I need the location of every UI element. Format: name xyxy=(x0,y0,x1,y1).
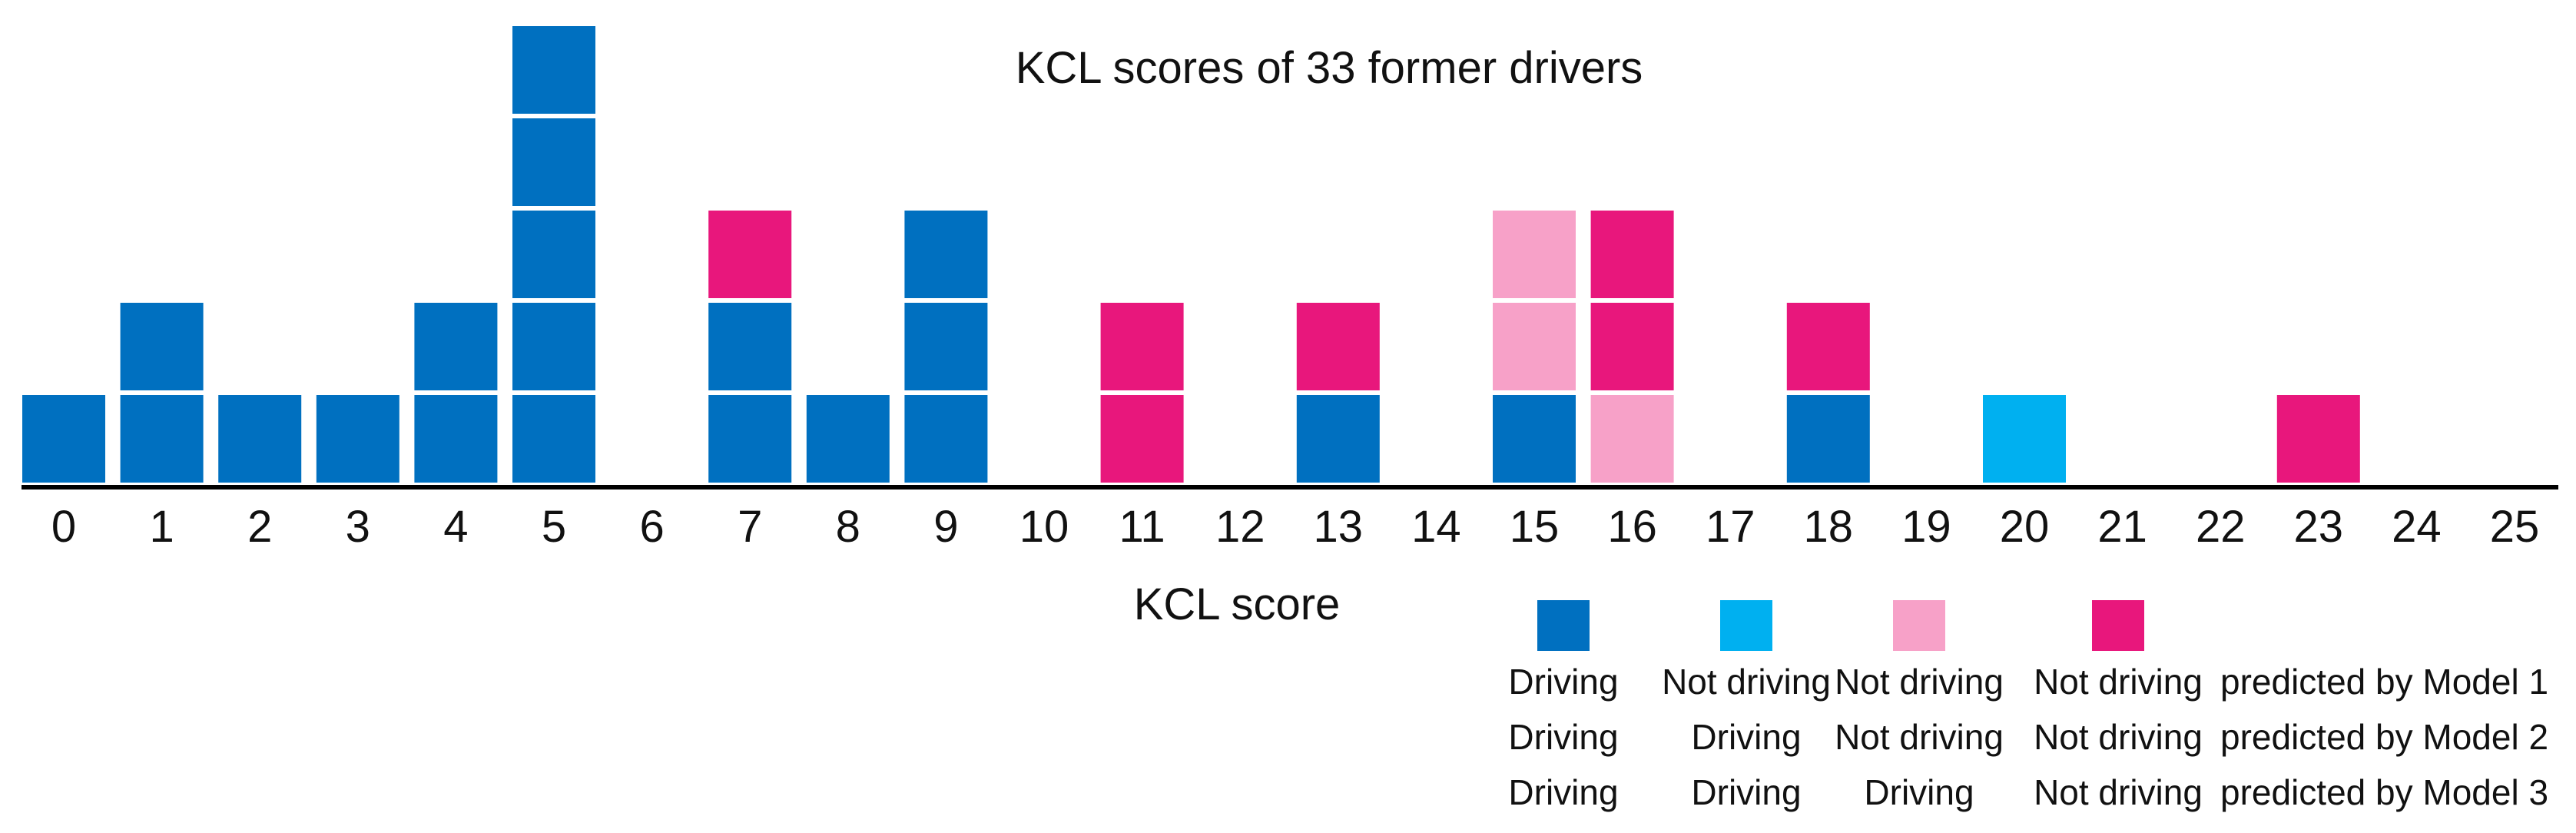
x-tick-label-19: 19 xyxy=(1901,502,1951,552)
stack-square-score-13-level-2 xyxy=(1296,303,1380,390)
stack-square-score-2-level-1 xyxy=(218,395,302,483)
legend-label-notdriving_m1-model-2: Driving xyxy=(1691,717,1801,757)
x-tick-label-4: 4 xyxy=(443,502,468,552)
stack-square-score-18-level-1 xyxy=(1786,395,1870,483)
x-tick-label-21: 21 xyxy=(2097,502,2147,552)
legend-label-notdriving_all-model-2: Not driving xyxy=(2034,717,2203,757)
x-tick-label-11: 11 xyxy=(1119,502,1165,552)
stack-square-score-7-level-1 xyxy=(708,395,792,483)
stack-square-score-1-level-2 xyxy=(120,303,204,390)
stack-square-score-7-level-2 xyxy=(708,303,792,390)
chart-title: KCL scores of 33 former drivers xyxy=(1016,43,1643,93)
x-tick-label-20: 20 xyxy=(2000,502,2050,552)
legend-swatch-driving_all xyxy=(1537,600,1590,651)
stack-square-score-23-level-1 xyxy=(2276,395,2360,483)
x-tick-labels: 0 1 2 3 4 5 6 7 8 9 10 11 12 13 14 15 16 17 18 19 20 21 22 23 24… xyxy=(51,502,2539,552)
stack-square-score-5-level-4 xyxy=(512,118,595,206)
x-tick-label-17: 17 xyxy=(1706,502,1755,552)
x-tick-label-5: 5 xyxy=(542,502,566,552)
legend-swatch-notdriving_m1 xyxy=(1720,600,1772,651)
x-tick-label-7: 7 xyxy=(738,502,762,552)
stack-square-score-5-level-1 xyxy=(512,395,595,483)
stack-square-score-15-level-3 xyxy=(1493,211,1576,298)
stack-square-score-9-level-1 xyxy=(904,395,988,483)
stack-square-score-16-level-1 xyxy=(1590,395,1674,483)
stack-square-score-20-level-1 xyxy=(1983,395,2066,483)
x-tick-label-18: 18 xyxy=(1804,502,1854,552)
legend-label-notdriving_m1-model-1: Not driving xyxy=(1662,662,1831,702)
stack-square-score-18-level-2 xyxy=(1786,303,1870,390)
legend-label-notdriving_m1m2-model-3: Driving xyxy=(1864,772,1974,812)
x-axis-label: KCL score xyxy=(1134,579,1341,629)
stack-square-score-7-level-3 xyxy=(708,211,792,298)
x-tick-label-0: 0 xyxy=(51,502,76,552)
stack-square-score-8-level-1 xyxy=(806,395,890,483)
x-tick-label-9: 9 xyxy=(933,502,958,552)
stack-square-score-3-level-1 xyxy=(316,395,399,483)
legend-swatch-notdriving_all xyxy=(2092,600,2144,651)
x-tick-label-23: 23 xyxy=(2294,502,2344,552)
legend-label-driving_all-model-2: Driving xyxy=(1508,717,1618,757)
stack-square-score-13-level-1 xyxy=(1296,395,1380,483)
legend-label-driving_all-model-1: Driving xyxy=(1508,662,1618,702)
stack-square-score-1-level-1 xyxy=(120,395,204,483)
stack-square-score-15-level-1 xyxy=(1493,395,1576,483)
x-tick-label-10: 10 xyxy=(1019,502,1069,552)
x-tick-label-6: 6 xyxy=(639,502,664,552)
x-tick-label-8: 8 xyxy=(836,502,860,552)
legend-swatch-notdriving_m1m2 xyxy=(1893,600,1945,651)
stack-square-score-11-level-2 xyxy=(1100,303,1184,390)
x-tick-label-15: 15 xyxy=(1510,502,1560,552)
legend-label-notdriving_m1-model-3: Driving xyxy=(1691,772,1801,812)
x-tick-label-24: 24 xyxy=(2392,502,2442,552)
stack-square-score-9-level-2 xyxy=(904,303,988,390)
stack-square-score-16-level-2 xyxy=(1590,303,1674,390)
legend-label-notdriving_all-model-1: Not driving xyxy=(2034,662,2203,702)
x-tick-label-14: 14 xyxy=(1411,502,1461,552)
legend-row-label-model-1: predicted by Model 1 xyxy=(2220,662,2548,702)
stack-square-score-15-level-2 xyxy=(1493,303,1576,390)
x-tick-label-25: 25 xyxy=(2490,502,2540,552)
legend-label-notdriving_all-model-3: Not driving xyxy=(2034,772,2203,812)
stack-square-score-4-level-2 xyxy=(414,303,498,390)
stack-square-score-0-level-1 xyxy=(22,395,105,483)
legend-label-notdriving_m1m2-model-2: Not driving xyxy=(1835,717,2004,757)
x-tick-label-22: 22 xyxy=(2196,502,2246,552)
stack-square-score-11-level-1 xyxy=(1100,395,1184,483)
legend-label-notdriving_m1m2-model-1: Not driving xyxy=(1835,662,2004,702)
x-tick-label-3: 3 xyxy=(346,502,370,552)
stack-square-score-5-level-3 xyxy=(512,211,595,298)
stack-square-score-16-level-3 xyxy=(1590,211,1674,298)
x-tick-label-1: 1 xyxy=(149,502,174,552)
legend-row-label-model-2: predicted by Model 2 xyxy=(2220,717,2548,757)
stack-square-score-5-level-2 xyxy=(512,303,595,390)
chart-marks xyxy=(22,26,2360,483)
legend-row-label-model-3: predicted by Model 3 xyxy=(2220,772,2548,812)
legend-label-driving_all-model-3: Driving xyxy=(1508,772,1618,812)
legend: Driving Driving Driving Not driving Driving D… xyxy=(1508,600,2548,812)
x-tick-label-13: 13 xyxy=(1314,502,1364,552)
stack-square-score-9-level-3 xyxy=(904,211,988,298)
x-tick-label-2: 2 xyxy=(247,502,272,552)
x-tick-label-12: 12 xyxy=(1215,502,1265,552)
stack-square-score-4-level-1 xyxy=(414,395,498,483)
x-tick-label-16: 16 xyxy=(1607,502,1657,552)
stack-square-score-5-level-5 xyxy=(512,26,595,114)
